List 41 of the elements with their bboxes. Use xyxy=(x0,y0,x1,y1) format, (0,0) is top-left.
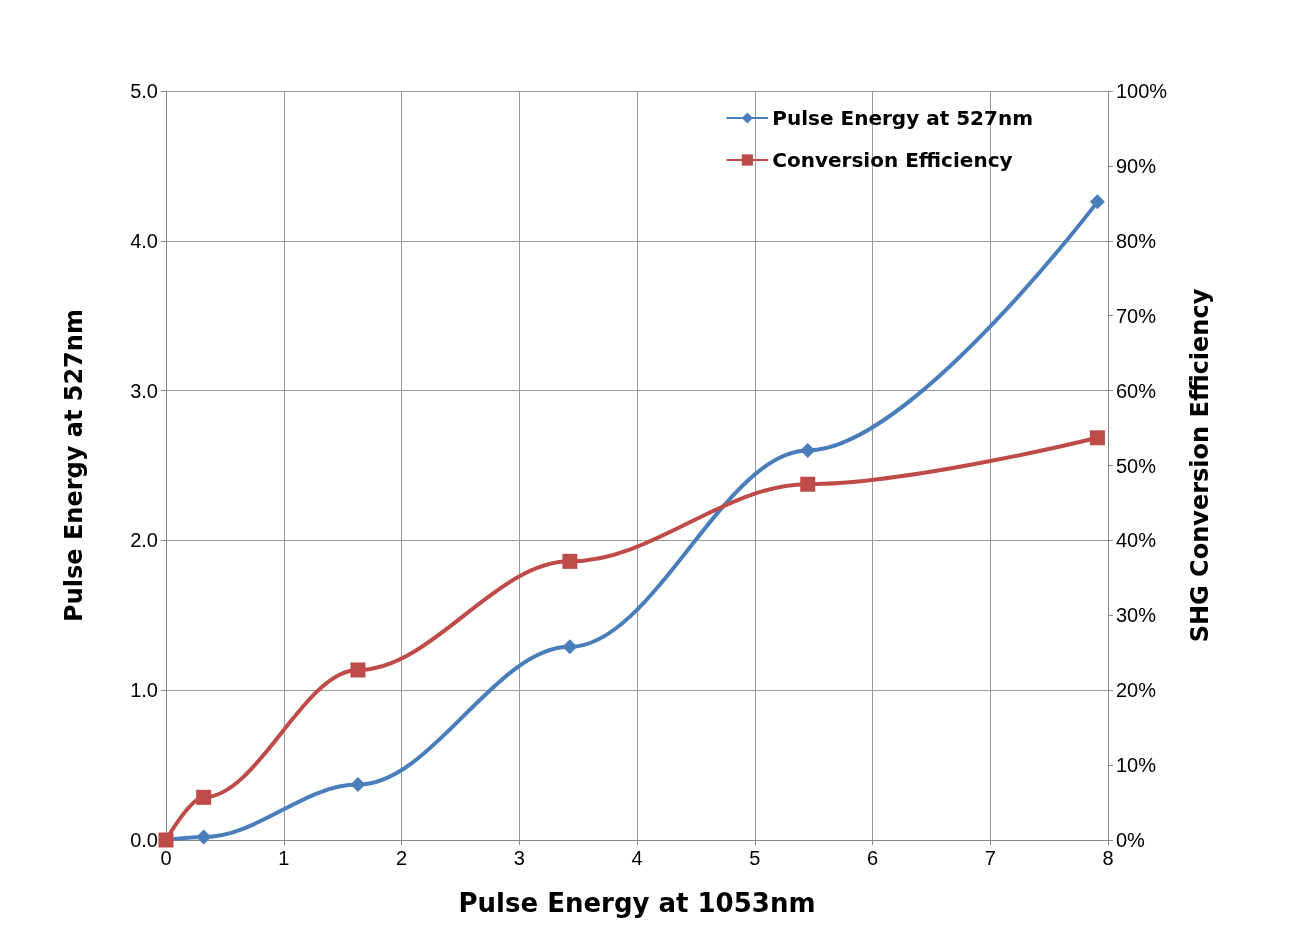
point xyxy=(196,829,212,845)
y2-tick-label: 10% xyxy=(1116,754,1157,777)
point xyxy=(562,553,578,569)
y2-tick-label: 60% xyxy=(1116,379,1157,402)
y2-tick-label: 20% xyxy=(1116,679,1157,702)
y2-tick-label: 50% xyxy=(1116,454,1157,477)
point xyxy=(196,789,212,805)
y2-tick-label: 0% xyxy=(1116,829,1146,851)
x-tick-label: 6 xyxy=(866,847,879,869)
point xyxy=(1089,430,1105,446)
x-tick-label: 1 xyxy=(278,847,290,869)
y2-tick-label: 70% xyxy=(1116,304,1157,327)
y2-tick-label: 30% xyxy=(1116,604,1157,627)
point xyxy=(1089,194,1105,210)
x-tick-label: 0 xyxy=(160,847,172,869)
y2-axis-title: SHG Conversion Efficiency xyxy=(1186,288,1214,643)
y2-tick-label: 100% xyxy=(1116,80,1168,102)
x-tick-label: 4 xyxy=(631,847,643,869)
x-tick-label: 5 xyxy=(749,847,761,869)
point xyxy=(350,777,366,793)
y-tick-label: 3.0 xyxy=(130,379,158,402)
y-tick-label: 0.0 xyxy=(130,829,158,851)
y-tick-label: 5.0 xyxy=(130,80,158,102)
x-tick-label: 8 xyxy=(1102,847,1114,869)
y2-tick-label: 80% xyxy=(1116,229,1157,252)
y-axis-title: Pulse Energy at 527nm xyxy=(60,309,88,622)
point xyxy=(800,443,816,459)
x-tick-label: 3 xyxy=(513,847,525,869)
y2-tick-label: 40% xyxy=(1116,529,1157,552)
point xyxy=(562,639,578,655)
y2-tick-label: 90% xyxy=(1116,154,1157,177)
x-axis-title: Pulse Energy at 1053nm xyxy=(458,888,816,918)
legend-label: Pulse Energy at 527nm xyxy=(772,106,1034,130)
y-tick-label: 2.0 xyxy=(130,529,158,552)
y-tick-label: 1.0 xyxy=(130,679,158,702)
point xyxy=(800,476,816,492)
x-tick-label: 2 xyxy=(395,847,408,869)
point xyxy=(350,662,366,678)
x-tick-label: 7 xyxy=(984,847,996,869)
y-tick-label: 4.0 xyxy=(130,229,158,252)
legend-label: Conversion Efficiency xyxy=(772,148,1013,172)
